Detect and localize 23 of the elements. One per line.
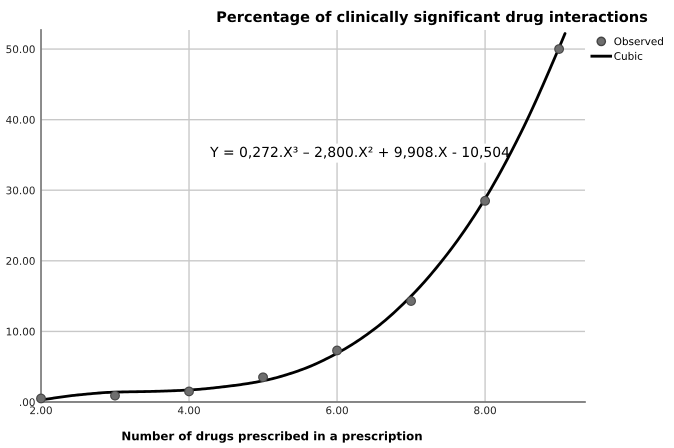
x-tick-label: 6.00	[326, 406, 348, 414]
legend-label: Cubic	[614, 52, 642, 60]
legend-label: Observed	[614, 37, 663, 46]
point	[110, 390, 120, 401]
point	[258, 372, 268, 382]
x-axis-title: Number of drugs prescribed in a prescription	[122, 431, 422, 443]
point	[184, 386, 194, 396]
x-tick-label: 2.00	[30, 406, 52, 414]
y-tick-label: 10.00	[6, 328, 35, 336]
y-tick-label: 30.00	[6, 186, 35, 194]
point	[554, 44, 564, 54]
x-tick-label: 4.00	[178, 406, 200, 414]
chart-title: Percentage of clinically significant drug interactions	[217, 10, 648, 26]
y-tick-label: 40.00	[6, 116, 35, 124]
point	[36, 394, 46, 404]
y-tick-label: 50.00	[6, 45, 35, 54]
annotation: Y = 0,272.X³ – 2,800.X² + 9,908.X - 10,504	[210, 146, 510, 159]
point	[480, 196, 490, 206]
y-tick-label: 20.00	[6, 257, 35, 265]
point	[406, 296, 416, 306]
x-tick-label: 8.00	[474, 406, 496, 414]
point	[332, 346, 342, 356]
y-tick-label: .00	[20, 398, 35, 406]
